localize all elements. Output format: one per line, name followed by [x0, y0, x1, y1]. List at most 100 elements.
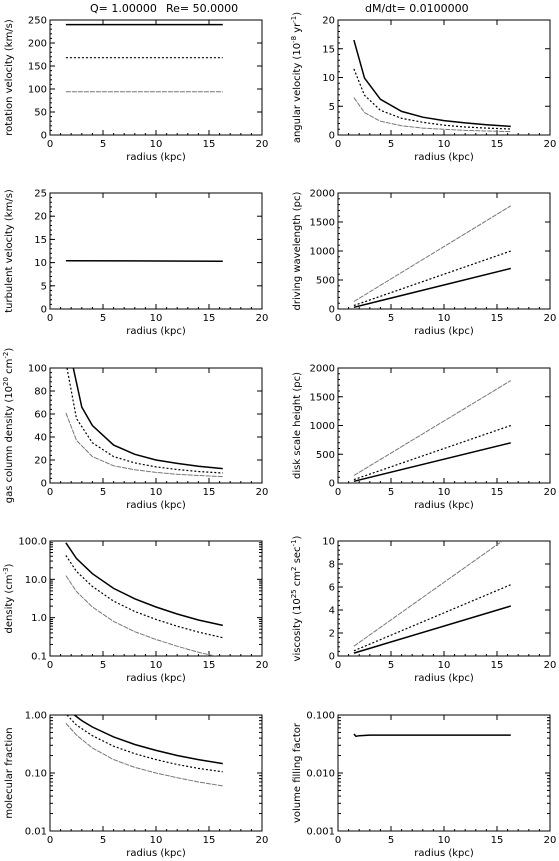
chart-gas-column-density: 0 5 10 15 20 0 20 40 60 80 100 radius (kpc) gas colu… — [2, 348, 268, 511]
series-line-dashed — [65, 722, 223, 787]
series-line-dashed — [65, 575, 218, 656]
y-axis-label: volume filling factor — [292, 722, 303, 823]
x-tick-label: 0 — [335, 139, 341, 150]
y-tick-label: 1000 — [310, 421, 335, 432]
y-tick-label: 200 — [28, 39, 47, 50]
series-line-dashed — [353, 97, 511, 133]
x-tick-label: 0 — [47, 139, 53, 150]
y-tick-label: 0.10 — [25, 769, 47, 780]
y-tick-label: 100 — [28, 85, 47, 96]
x-tick-label: 15 — [491, 835, 504, 846]
x-tick-label: 10 — [150, 660, 163, 671]
x-tick-label: 20 — [544, 660, 557, 671]
y-tick-label: 60 — [34, 410, 47, 421]
x-tick-label: 10 — [438, 660, 451, 671]
y-tick-label: 1500 — [310, 218, 335, 229]
y-tick-label: 0.100 — [306, 711, 335, 722]
y-tick-label: 0 — [329, 305, 335, 316]
x-tick-label: 5 — [388, 487, 394, 498]
plot-frame — [337, 19, 551, 136]
y-tick-label: 15 — [34, 235, 47, 246]
y-tick-label: 2000 — [310, 364, 335, 375]
y-axis-label: turbulent velocity (km/s) — [4, 189, 15, 313]
chart-molecular-fraction: 0 5 10 15 20 0.01 0.10 1.00 radius (kpc) molecula… — [4, 711, 268, 860]
x-tick-label: 0 — [47, 313, 53, 324]
series-line-solid — [73, 715, 223, 765]
x-tick-label: 0 — [335, 313, 341, 324]
series-line-dashed — [65, 412, 223, 478]
y-tick-label: 20 — [34, 212, 47, 223]
y-tick-label: 1.00 — [25, 711, 47, 722]
y-tick-label: 80 — [34, 387, 47, 398]
x-tick-label: 0 — [47, 660, 53, 671]
y-tick-label: 500 — [316, 276, 335, 287]
plot-frame — [49, 19, 263, 136]
series-line-dashed — [353, 541, 503, 647]
y-tick-label: 10.0 — [25, 575, 47, 586]
y-axis-label: density (cm-3) — [2, 563, 15, 633]
chart-density: 0 5 10 15 20 0.1 1.0 10.0 100.0 radius (kpc) densi… — [2, 537, 268, 685]
x-axis-label: radius (kpc) — [126, 152, 186, 163]
x-tick-label: 15 — [491, 487, 504, 498]
series-line-dashed — [353, 380, 512, 476]
y-axis-label: gas column density (1020 cm-2) — [2, 348, 15, 504]
chart-viscosity: 0 5 10 15 20 0 2 4 6 8 10 radius (kpc) viscosity (10… — [290, 535, 556, 684]
x-tick-label: 5 — [100, 139, 106, 150]
y-tick-label: 250 — [28, 16, 47, 27]
y-axis-label: viscosity (1025 cm2 sec-1) — [290, 535, 303, 661]
x-tick-label: 10 — [438, 139, 451, 150]
x-tick-label: 5 — [388, 660, 394, 671]
x-tick-label: 15 — [203, 313, 216, 324]
y-tick-label: 25 — [34, 189, 47, 200]
x-axis-label: radius (kpc) — [414, 326, 474, 337]
y-tick-label: 0 — [329, 131, 335, 142]
y-tick-label: 1000 — [310, 247, 335, 258]
plot-frame — [337, 714, 551, 832]
x-tick-label: 20 — [544, 139, 557, 150]
x-axis-label: radius (kpc) — [126, 673, 186, 684]
x-tick-label: 10 — [150, 313, 163, 324]
plot-frame — [49, 540, 263, 657]
chart-disk-scale-height: 0 5 10 15 20 0 500 1000 1500 2000 radius (kpc) disk… — [292, 364, 556, 512]
re-label: Re= 50.0000 — [166, 2, 238, 15]
x-tick-label: 5 — [100, 835, 106, 846]
x-tick-label: 5 — [100, 660, 106, 671]
y-tick-label: 20 — [34, 456, 47, 467]
x-tick-label: 15 — [491, 313, 504, 324]
y-tick-label: 5 — [329, 102, 335, 113]
dmdt-label: dM/dt= 0.0100000 — [365, 2, 469, 15]
series-line-dotted — [353, 584, 512, 652]
y-tick-label: 10 — [34, 258, 47, 269]
y-axis-label: angular velocity (10-8 yr-1) — [290, 12, 303, 143]
series-line-solid — [353, 267, 511, 309]
x-tick-label: 5 — [388, 835, 394, 846]
x-tick-label: 0 — [335, 660, 341, 671]
y-tick-label: 1500 — [310, 392, 335, 403]
x-axis-label: radius (kpc) — [126, 500, 186, 511]
y-tick-label: 50 — [34, 108, 47, 119]
y-axis-label: rotation velocity (km/s) — [4, 19, 15, 136]
x-tick-label: 20 — [256, 835, 269, 846]
chart-driving-wavelength: 0 5 10 15 20 0 500 1000 1500 2000 radius (kpc) driv… — [292, 189, 556, 338]
series-line-dotted — [66, 715, 223, 773]
x-axis-label: radius (kpc) — [126, 326, 186, 337]
y-tick-label: 0.001 — [306, 827, 335, 838]
y-tick-label: 0 — [329, 479, 335, 490]
y-tick-label: 0 — [41, 131, 47, 142]
plot-frame — [337, 540, 551, 657]
x-tick-label: 5 — [388, 139, 394, 150]
y-tick-label: 5 — [41, 281, 47, 292]
x-tick-label: 10 — [438, 835, 451, 846]
x-tick-label: 5 — [100, 313, 106, 324]
x-tick-label: 20 — [544, 313, 557, 324]
x-tick-label: 15 — [203, 487, 216, 498]
chart-turbulent-velocity: 0 5 10 15 20 0 5 10 15 20 25 radius (kpc) turbulent … — [4, 189, 268, 338]
series-line-solid — [65, 542, 223, 627]
y-tick-label: 0 — [41, 305, 47, 316]
x-tick-label: 10 — [150, 487, 163, 498]
x-tick-label: 10 — [150, 835, 163, 846]
y-tick-label: 40 — [34, 433, 47, 444]
y-tick-label: 10 — [322, 73, 335, 84]
series-line-dotted — [353, 250, 511, 307]
